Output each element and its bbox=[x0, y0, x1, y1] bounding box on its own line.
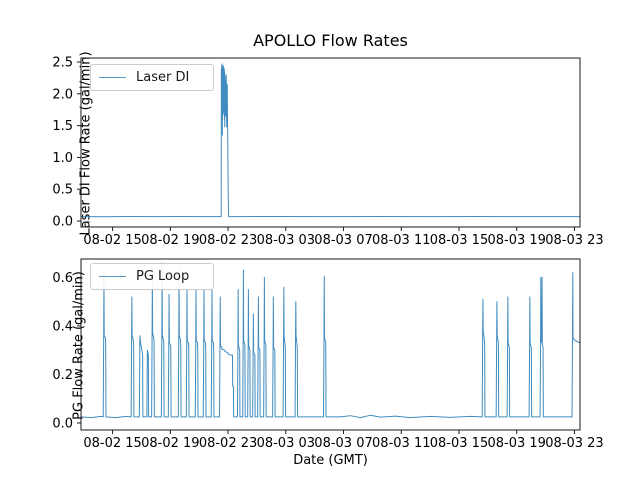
x-tick-label: 08-03 23 bbox=[545, 436, 603, 451]
x-tick-label: 08-02 23 bbox=[199, 436, 257, 451]
x-axis-label: Date (GMT) bbox=[293, 453, 368, 468]
y-tick-label: 0.6 bbox=[52, 271, 73, 286]
x-tick-label: 08-03 11 bbox=[372, 436, 430, 451]
x-tick-label: 08-03 23 bbox=[545, 233, 603, 248]
axes-spines bbox=[80, 258, 581, 431]
y-tick-label: 0.0 bbox=[52, 215, 73, 230]
x-tick-label: 08-03 03 bbox=[257, 233, 315, 248]
y-tick-label: 2.0 bbox=[52, 87, 73, 102]
x-tick-label: 08-03 03 bbox=[257, 436, 315, 451]
legend-label-laser-di: Laser DI bbox=[136, 70, 190, 85]
x-tick-label: 08-02 23 bbox=[199, 233, 257, 248]
chart-title: APOLLO Flow Rates bbox=[253, 31, 408, 50]
legend-label-pg-loop: PG Loop bbox=[136, 269, 190, 284]
y-tick-label: 1.0 bbox=[52, 151, 73, 166]
axes-spines bbox=[80, 57, 581, 228]
y-tick-label: 0.2 bbox=[52, 368, 73, 383]
y-tick-label: 0.4 bbox=[52, 319, 73, 334]
subplot-laser-di: 08-02 15 08-02 19 08-02 23 08-03 03 08-03 07… bbox=[52, 56, 603, 248]
legend-laser-di: Laser DI bbox=[90, 64, 214, 91]
x-tick-label: 08-03 19 bbox=[488, 233, 546, 248]
x-tick-label: 08-03 19 bbox=[488, 436, 546, 451]
subplot-pg-loop: 08-02 15 08-02 19 08-02 23 08-03 03 08-03 07… bbox=[52, 258, 604, 451]
x-tick-label: 08-03 11 bbox=[372, 233, 430, 248]
x-tick-label: 08-03 07 bbox=[314, 436, 372, 451]
x-tick-label: 08-02 19 bbox=[141, 436, 199, 451]
y-tick-label: 0.5 bbox=[52, 183, 73, 198]
x-tick-label: 08-02 15 bbox=[83, 436, 141, 451]
y-tick-label: 0.0 bbox=[52, 416, 73, 431]
pg-loop-line bbox=[80, 262, 581, 419]
legend-line-sample-pg-loop bbox=[99, 276, 126, 277]
x-tick-label: 08-03 07 bbox=[314, 233, 372, 248]
laser-di-line bbox=[80, 63, 581, 218]
x-tick-label: 08-03 15 bbox=[430, 233, 488, 248]
legend-line-sample-laser-di bbox=[99, 77, 126, 78]
x-tick-label: 08-02 19 bbox=[141, 233, 199, 248]
y-tick-label: 1.5 bbox=[52, 119, 73, 134]
x-tick-label: 08-03 15 bbox=[430, 436, 488, 451]
y-tick-label: 2.5 bbox=[52, 56, 73, 71]
x-tick-label: 08-02 15 bbox=[83, 233, 141, 248]
legend-pg-loop: PG Loop bbox=[90, 263, 214, 290]
